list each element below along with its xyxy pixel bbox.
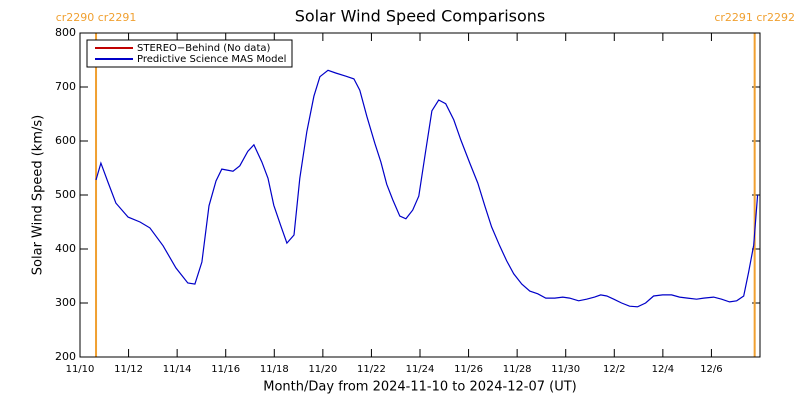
y-tick-label: 700 (55, 80, 76, 93)
y-tick-label: 200 (55, 350, 76, 363)
y-tick-label: 500 (55, 188, 76, 201)
x-tick-label: 11/28 (503, 364, 532, 375)
x-tick-label: 11/14 (163, 364, 192, 375)
series-line (95, 69, 759, 308)
plot-frame (79, 32, 761, 358)
x-tick-label: 11/18 (260, 364, 289, 375)
x-tick-label: 11/12 (114, 364, 143, 375)
x-tick-label: 12/2 (603, 364, 625, 375)
y-tick-label: 600 (55, 134, 76, 147)
carrington-label: cr2291 cr2292 (714, 11, 795, 24)
legend-label: STEREO−Behind (No data) (137, 43, 270, 54)
x-tick-label: 12/6 (700, 364, 722, 375)
y-tick-label: 300 (55, 296, 76, 309)
x-tick-label: 11/30 (551, 364, 580, 375)
y-tick-label: 800 (55, 26, 76, 39)
x-tick-label: 11/24 (406, 364, 435, 375)
x-tick-label: 11/26 (454, 364, 483, 375)
legend-box (86, 39, 293, 68)
x-tick-label: 11/22 (357, 364, 386, 375)
x-tick-label: 11/20 (308, 364, 337, 375)
y-tick-label: 400 (55, 242, 76, 255)
x-tick-label: 12/4 (652, 364, 674, 375)
x-tick-label: 11/10 (66, 364, 95, 375)
x-tick-label: 11/16 (211, 364, 240, 375)
carrington-label: cr2290 cr2291 (56, 11, 137, 24)
chart-title: Solar Wind Speed Comparisons (295, 7, 546, 26)
legend-label: Predictive Science MAS Model (137, 54, 286, 65)
y-axis-label: Solar Wind Speed (km/s) (31, 115, 46, 275)
x-axis-label: Month/Day from 2024-11-10 to 2024-12-07 … (263, 380, 576, 395)
